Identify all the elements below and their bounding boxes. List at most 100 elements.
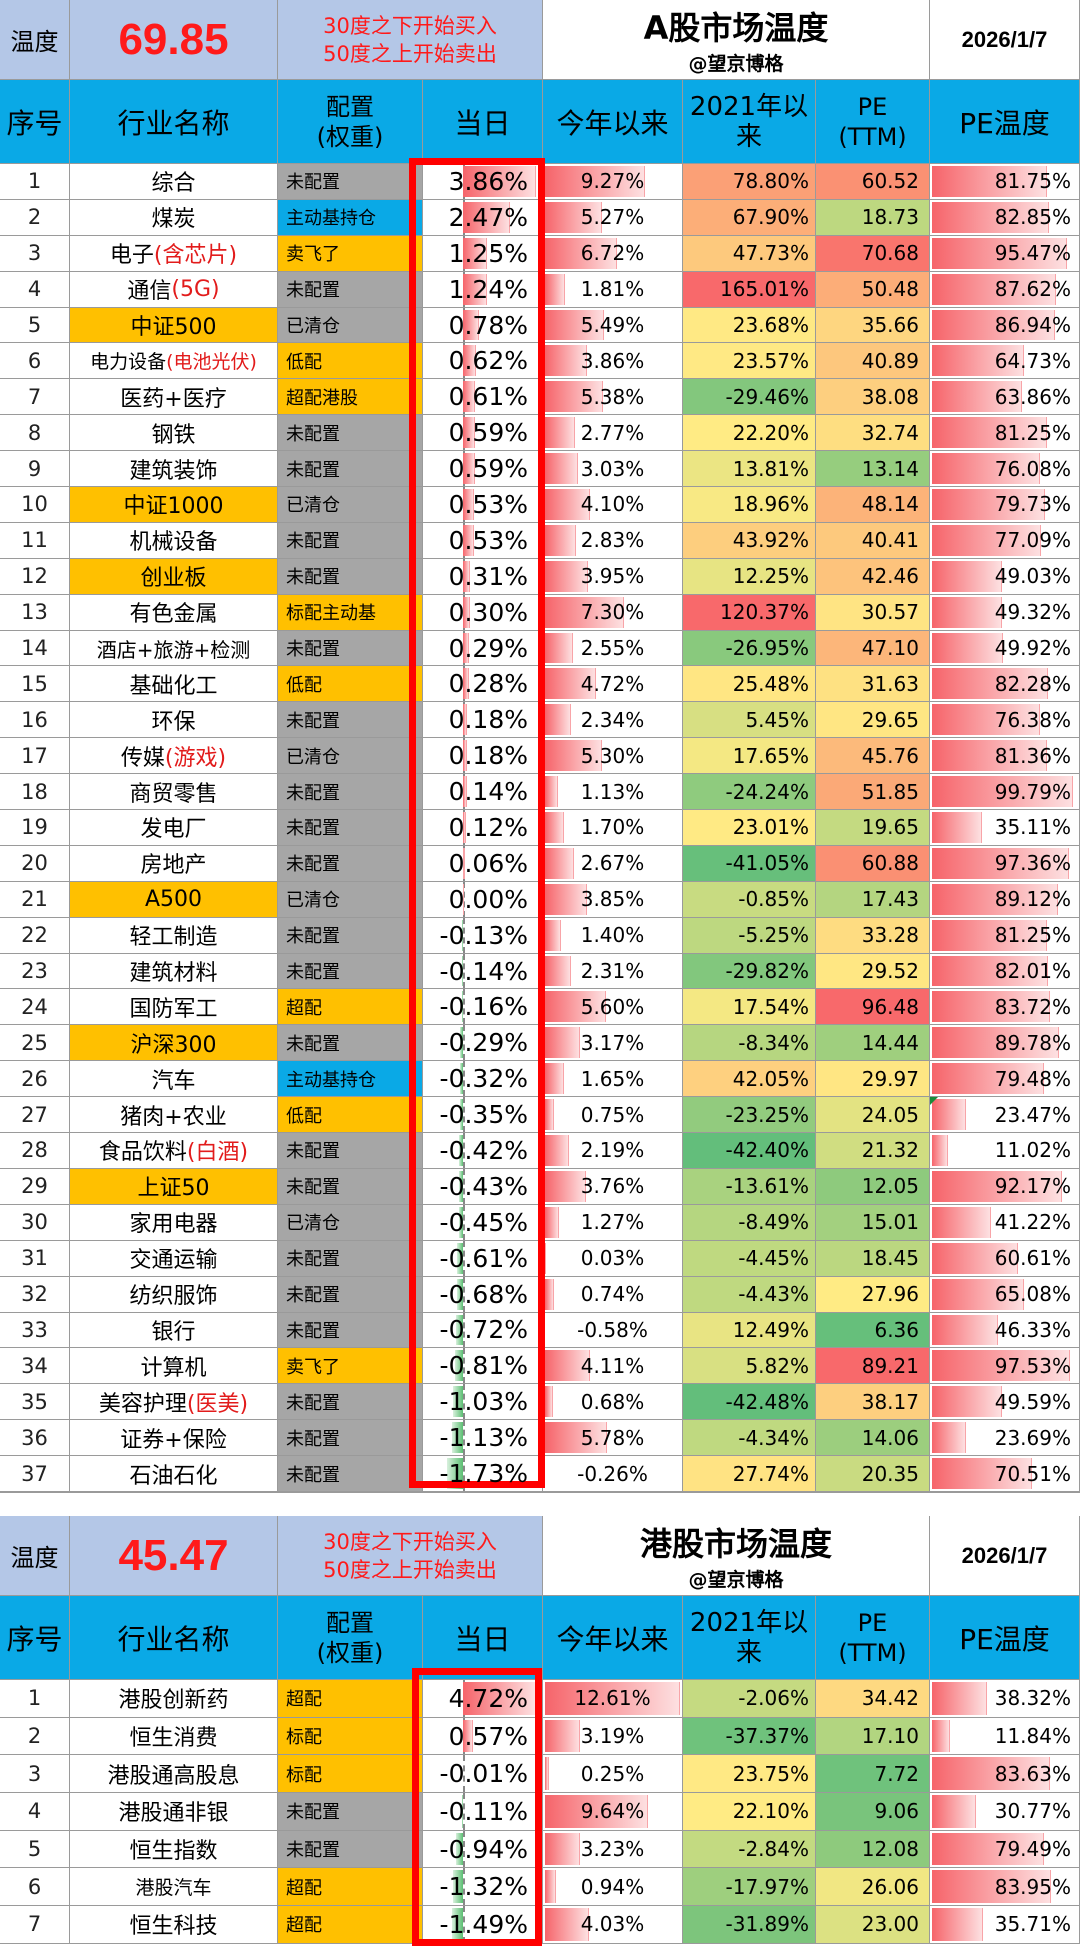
industry-name-text: 通信 [127, 279, 172, 305]
industry-name-text: 国防军工 [129, 996, 218, 1022]
industry-name-text: 港股通非银 [118, 1801, 229, 1827]
rule-text: 30度之下开始买入 50度之上开始卖出 [278, 0, 543, 80]
since-2021-change: -31.89% [683, 1906, 816, 1944]
industry-name-text: 房地产 [140, 853, 207, 879]
ytd-change-bar [545, 1242, 547, 1274]
table-row: 15 基础化工 低配 0.28% 4.72% 25.48% 31.63 82.28% [0, 666, 1080, 703]
table-row: 14 酒店+旅游+检测 未配置 0.29% 2.55% -26.95% 47.10 49.92… [0, 630, 1080, 667]
ytd-change-text: 4.11% [580, 1353, 645, 1378]
since-2021-change: -41.05% [683, 845, 816, 882]
table-row: 33 银行 未配置 -0.72% -0.58% 12.49% 6.36 46.33% [0, 1312, 1080, 1349]
allocation-badge: 超配港股 [278, 379, 423, 416]
day-change-bar [458, 1206, 463, 1238]
table-row: 31 交通运输 未配置 -0.61% 0.03% -4.45% 18.45 60.61% [0, 1240, 1080, 1277]
table-row: 32 纺织服饰 未配置 -0.68% 0.74% -4.43% 27.96 65.08% [0, 1276, 1080, 1313]
pe-temperature-bar [932, 273, 1056, 305]
ytd-change: 0.75% [543, 1097, 683, 1134]
day-change-bar [463, 596, 470, 628]
a-share-header-row: 序号 行业名称 配置 (权重) 当日 今年以来 2021年以来 PE (TTM) P… [0, 80, 1080, 164]
pe-ttm: 96.48 [816, 989, 930, 1026]
ytd-change: 12.61% [543, 1680, 683, 1718]
day-change: 0.06% [423, 845, 543, 882]
day-change-text: -1.32% [439, 1872, 528, 1902]
ytd-change-bar [545, 1099, 554, 1131]
allocation-badge: 未配置 [278, 810, 423, 846]
row-index-text: 23 [21, 959, 48, 984]
day-change: -0.42% [423, 1133, 543, 1169]
row-index-text: 37 [21, 1461, 48, 1486]
since-2021-change: -2.06% [683, 1680, 816, 1718]
table-row: 36 证券+保险 未配置 -1.13% 5.78% -4.34% 14.06 23.69% [0, 1420, 1080, 1457]
pe-temperature: 65.08% [930, 1276, 1080, 1313]
since-2021-change: -8.34% [683, 1025, 816, 1062]
industry-name-text: 港股创新药 [118, 1688, 229, 1714]
pe-temperature-bar [932, 1458, 1032, 1489]
industry-name-text: 上证50 [137, 1176, 210, 1202]
since-2021-text: -42.40% [725, 1138, 809, 1163]
ytd-change-bar [545, 1832, 581, 1866]
pe-temperature: 23.47% [930, 1097, 1080, 1134]
since-2021-text: -42.48% [725, 1389, 809, 1414]
pe-temperature-text: 83.95% [994, 1874, 1071, 1899]
table-row: 5 中证500 已清仓 0.78% 5.49% 23.68% 35.66 86.94% [0, 307, 1080, 344]
pe-temperature: 99.79% [930, 774, 1080, 811]
col-header-day: 当日 [423, 1596, 543, 1680]
pe-temperature-text: 11.84% [994, 1724, 1071, 1749]
table-row: 13 有色金属 标配主动基 0.30% 7.30% 120.37% 30.57 49.32% [0, 594, 1080, 631]
pe-temperature-text: 76.38% [994, 707, 1071, 732]
day-change: -0.72% [423, 1312, 543, 1349]
pe-ttm-text: 42.46 [861, 564, 919, 589]
pe-temperature: 95.47% [930, 235, 1080, 272]
col-header-config: 配置 (权重) [278, 80, 423, 164]
day-change-bar [459, 1099, 463, 1131]
pe-temperature-text: 11.02% [994, 1138, 1071, 1163]
day-change-bar [461, 919, 463, 951]
row-index: 14 [0, 630, 70, 667]
industry-name: 汽车 [70, 1061, 278, 1098]
pe-temperature-bar [932, 632, 1003, 664]
pe-ttm: 89.21 [816, 1348, 930, 1385]
industry-name-text: 电力设备 [90, 351, 167, 374]
allocation-badge: 标配 [278, 1755, 423, 1794]
temperature-value: 69.85 [70, 0, 278, 80]
row-index: 34 [0, 1348, 70, 1385]
pe-ttm-text: 12.08 [861, 1837, 919, 1862]
since-2021-text: 17.54% [732, 994, 809, 1019]
since-2021-change: 43.92% [683, 522, 816, 559]
table-row: 37 石油石化 未配置 -1.73% -0.26% 27.74% 20.35 70.51% [0, 1456, 1080, 1492]
since-2021-text: 67.90% [732, 205, 809, 230]
industry-name: 恒生消费 [70, 1717, 278, 1756]
day-change-bar [463, 776, 467, 808]
day-change-text: -0.81% [439, 1351, 528, 1381]
row-index-text: 31 [21, 1246, 48, 1271]
row-index-text: 6 [27, 1874, 42, 1899]
pe-temperature-text: 82.28% [994, 671, 1071, 696]
since-2021-text: 12.25% [732, 564, 809, 589]
pe-ttm: 20.35 [816, 1456, 930, 1492]
since-2021-change: -4.34% [683, 1420, 816, 1457]
day-change-bar [463, 417, 475, 449]
row-index-text: 3 [27, 241, 42, 266]
industry-name: 创业板 [70, 558, 278, 595]
row-index: 4 [0, 1793, 70, 1831]
since-2021-change: -13.61% [683, 1168, 816, 1205]
ytd-change-text: 3.23% [580, 1837, 645, 1862]
pe-temperature-text: 81.36% [994, 743, 1071, 768]
industry-name: 基础化工 [70, 666, 278, 703]
industry-name: 证券+保险 [70, 1420, 278, 1457]
pe-temperature-text: 23.69% [994, 1425, 1071, 1450]
industry-name-highlight: (电池光伏) [166, 351, 257, 374]
allocation-text: 已清仓 [286, 1213, 340, 1235]
since-2021-change: 23.68% [683, 307, 816, 344]
pe-ttm-text: 29.97 [861, 1066, 919, 1091]
allocation-text: 未配置 [286, 172, 340, 194]
day-change-text: 0.57% [448, 1721, 528, 1751]
ytd-change-bar [545, 955, 571, 987]
pe-ttm-text: 50.48 [861, 277, 919, 302]
day-zero-axis [463, 1348, 465, 1384]
ytd-change: 0.94% [543, 1868, 683, 1907]
row-index: 7 [0, 379, 70, 416]
pe-ttm: 17.43 [816, 881, 930, 918]
industry-name-text: 电子 [109, 243, 154, 269]
row-index-text: 19 [21, 815, 48, 840]
